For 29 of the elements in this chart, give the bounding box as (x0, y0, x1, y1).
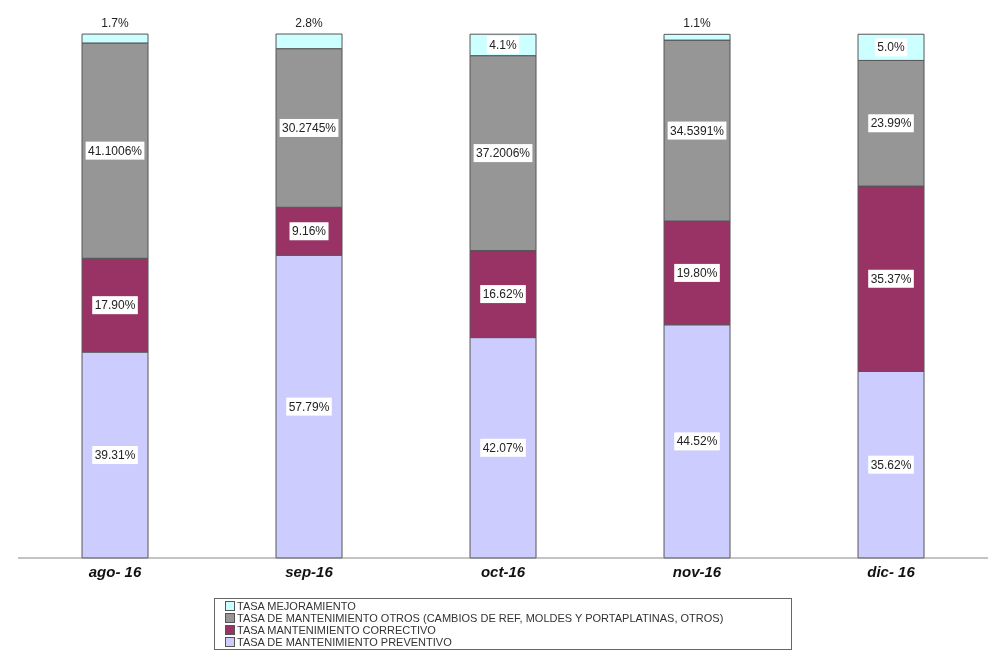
legend-label: TASA DE MANTENIMIENTO OTROS (CAMBIOS DE REF, MOLDES Y PORTAPLATINAS, OTROS) (237, 612, 724, 624)
data-label: 41.1006% (88, 143, 143, 158)
data-label: 57.79% (288, 399, 330, 414)
data-label: 19.80% (676, 265, 718, 280)
data-label: 5.0% (877, 40, 906, 55)
legend-label: TASA MANTENIMIENTO CORRECTIVO (237, 624, 436, 636)
data-label: 4.1% (489, 37, 518, 52)
data-label: 1.7% (101, 16, 130, 31)
data-label: 16.62% (482, 287, 524, 302)
data-label: 17.90% (94, 298, 136, 313)
x-tick-label: dic- 16 (867, 562, 916, 580)
data-label: 44.52% (676, 434, 718, 449)
data-label: 2.8% (295, 16, 324, 30)
data-label: 39.31% (94, 448, 136, 463)
x-tick-label: nov-16 (672, 562, 722, 580)
data-label: 34.5391% (670, 123, 725, 138)
data-label: 35.62% (870, 457, 912, 472)
data-label: 37.2006% (476, 146, 531, 161)
x-tick-label: oct-16 (480, 562, 526, 580)
x-tick-label: sep-16 (285, 562, 334, 580)
legend-label: TASA DE MANTENIMIENTO PREVENTIVO (237, 636, 452, 648)
data-label: 35.37% (870, 271, 912, 286)
data-label: 9.16% (292, 224, 327, 239)
legend-label: TASA MEJORAMIENTO (237, 600, 356, 612)
data-label: 42.07% (482, 440, 524, 455)
data-label: 30.2745% (282, 120, 337, 135)
x-tick-label: ago- 16 (88, 562, 142, 580)
data-label: 1.1% (683, 16, 712, 31)
data-label: 23.99% (870, 116, 912, 131)
